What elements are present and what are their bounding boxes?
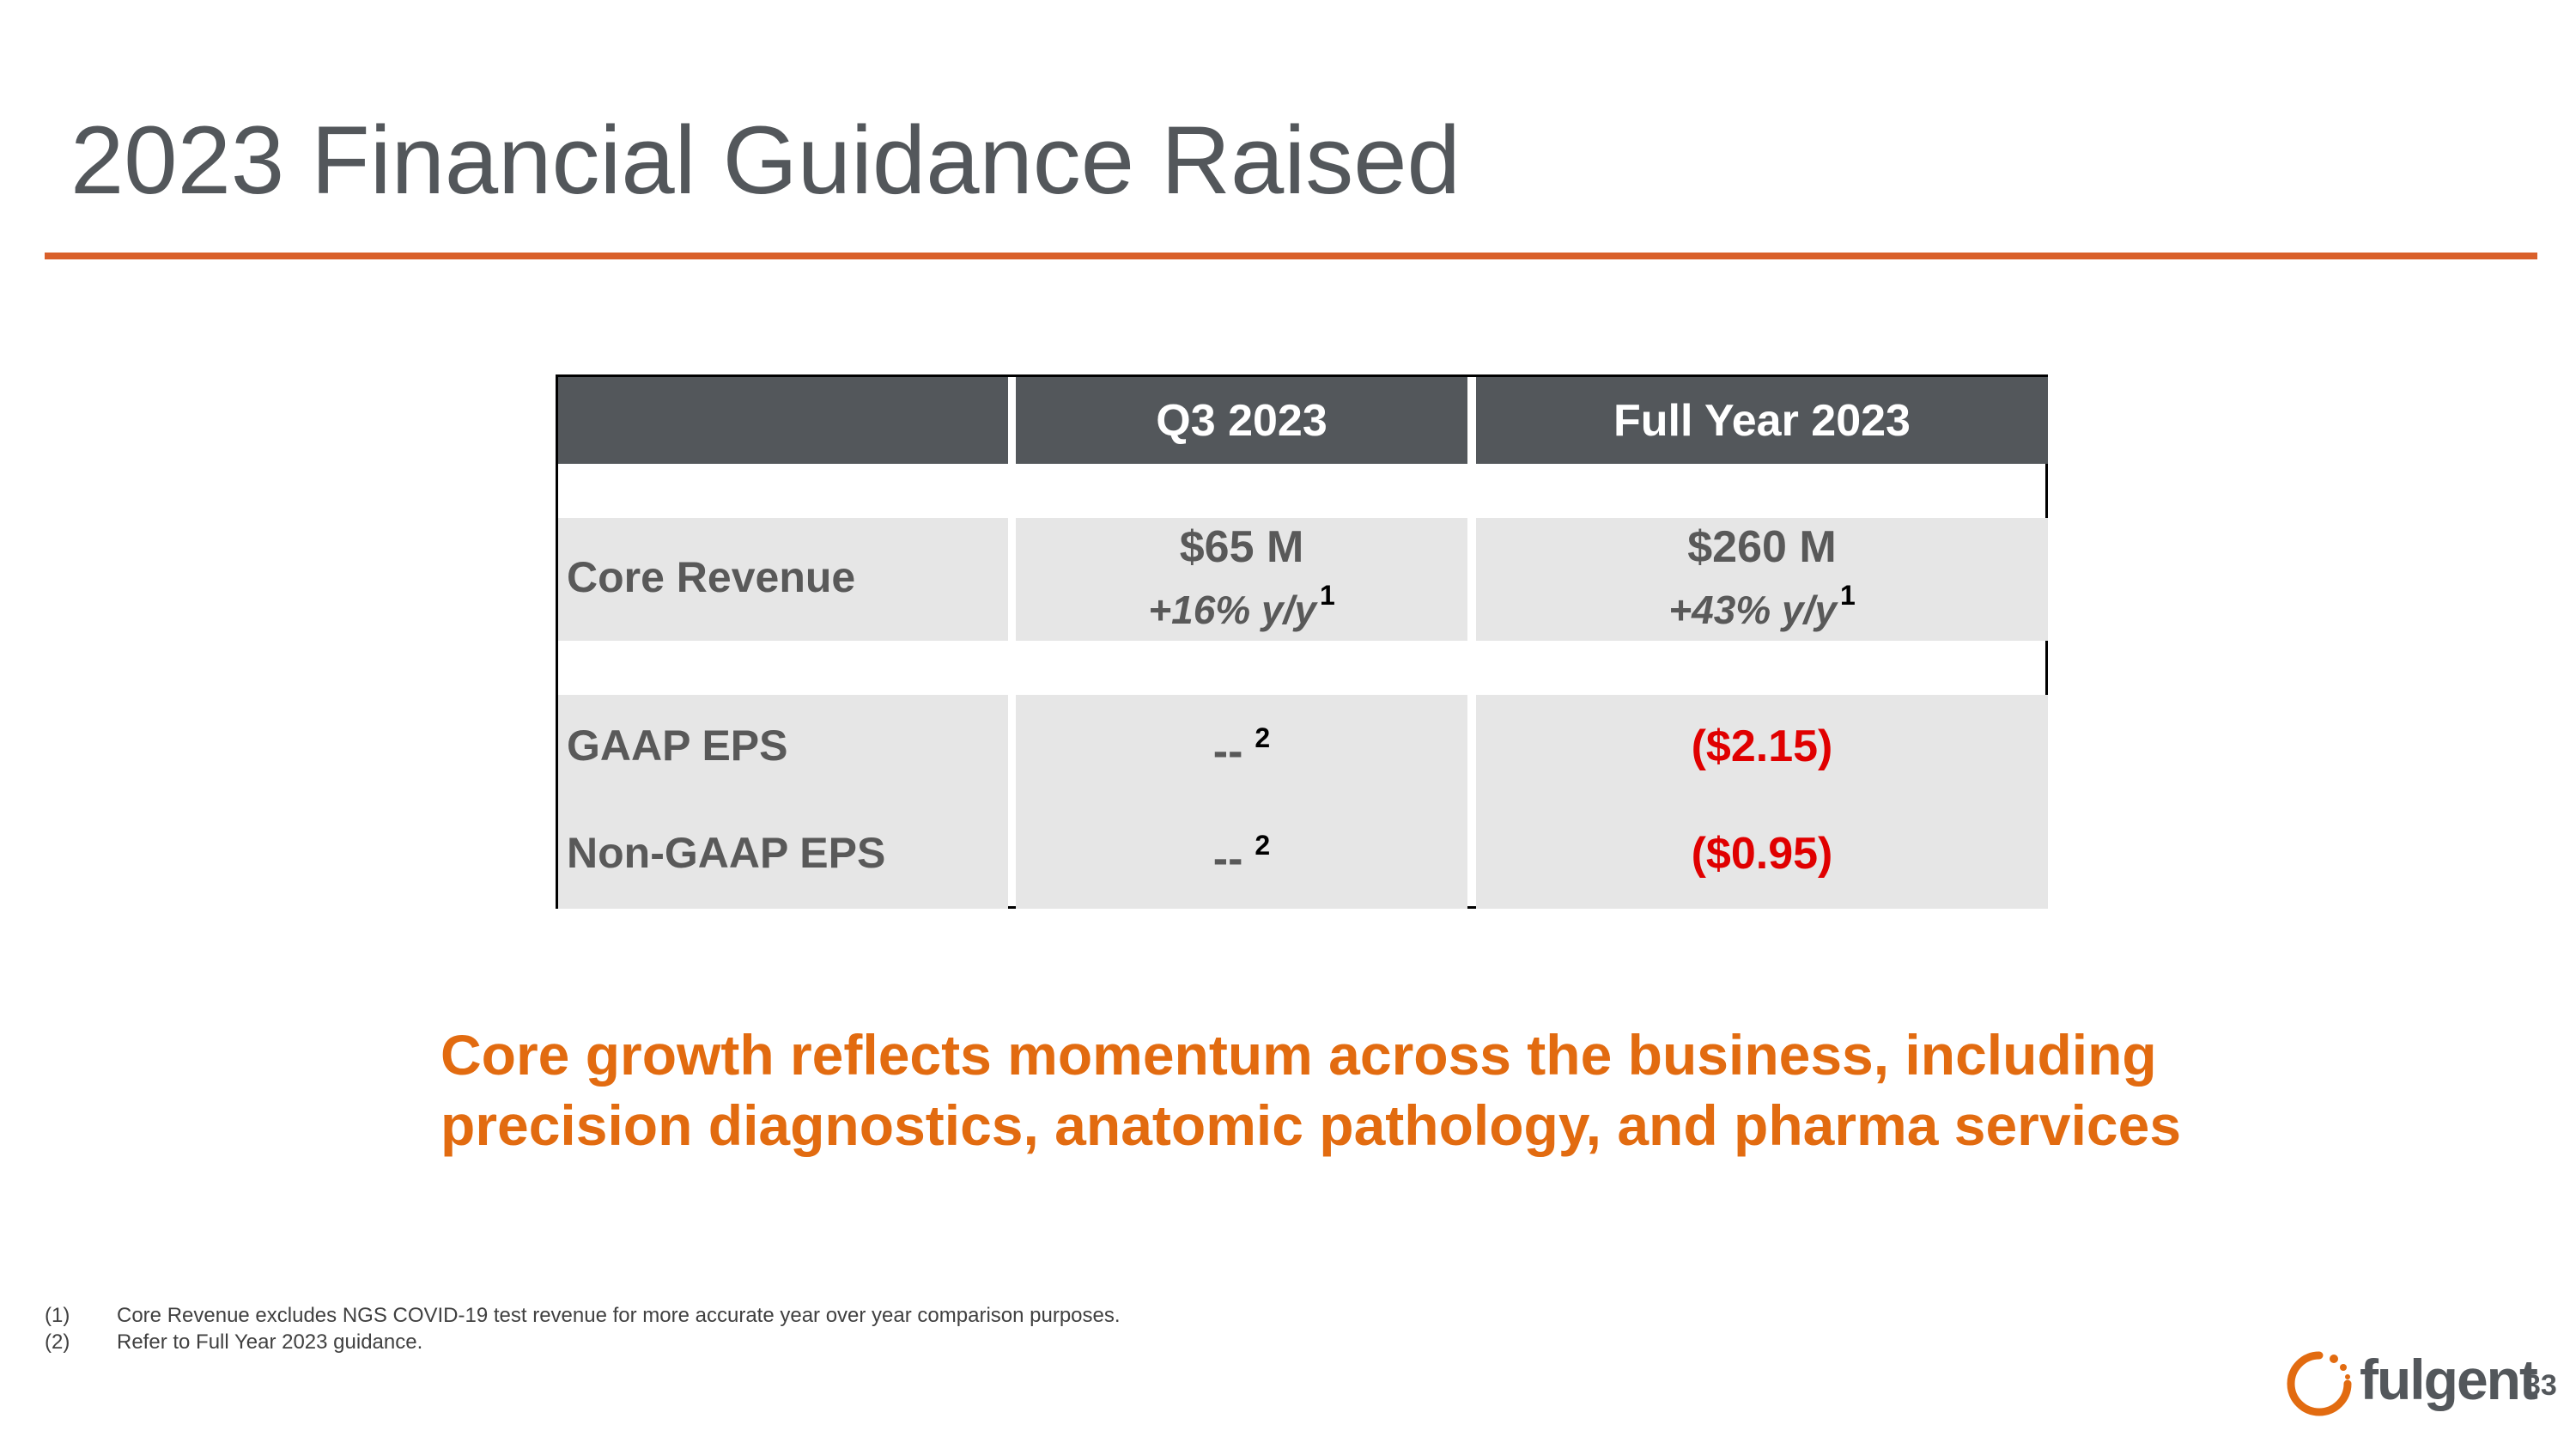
guidance-table: Q3 2023 Full Year 2023 Core Revenue $65 … xyxy=(556,374,2048,909)
value-cell: $260 M +43% y/y 1 xyxy=(1476,518,2048,641)
logo-text: fulgent xyxy=(2360,1348,2538,1411)
callout-line: precision diagnostics, anatomic patholog… xyxy=(440,1093,2182,1157)
value-cell: $65 M +16% y/y 1 xyxy=(1016,518,1467,641)
row-label: Core Revenue xyxy=(567,553,856,601)
growth: +43% y/y xyxy=(1668,588,1837,632)
footnote-text: Core Revenue excludes NGS COVID-19 test … xyxy=(117,1304,1121,1327)
column-header: Q3 2023 xyxy=(1016,377,1467,464)
footnote-ref: 2 xyxy=(1255,722,1271,753)
page-number: 33 xyxy=(2524,1369,2557,1402)
value-line: -- 2 xyxy=(1016,830,1467,885)
footnote-ref: 1 xyxy=(1839,580,1856,611)
row-label: Non-GAAP EPS xyxy=(567,829,886,877)
value: $260 M xyxy=(1687,522,1837,572)
footnote-text: Refer to Full Year 2023 guidance. xyxy=(117,1330,423,1354)
header-blank xyxy=(558,377,1008,464)
footnote-ref: 2 xyxy=(1255,830,1271,861)
growth: +16% y/y xyxy=(1148,588,1316,632)
footnote-marker: (1) xyxy=(45,1304,70,1327)
row-label-cell: GAAP EPS Non-GAAP EPS xyxy=(558,695,1008,909)
footnote-ref: 1 xyxy=(1319,580,1335,611)
column-header: Full Year 2023 xyxy=(1476,377,2048,464)
logo-mark xyxy=(2287,1351,2352,1416)
growth-line: +16% y/y 1 xyxy=(1016,580,1467,633)
value: $65 M xyxy=(1179,522,1304,572)
value: -- xyxy=(1212,834,1243,884)
value: ($0.95) xyxy=(1691,829,1833,879)
slide-title: 2023 Financial Guidance Raised xyxy=(70,107,1461,214)
value: ($2.15) xyxy=(1691,721,1833,771)
callout-line: Core growth reflects momentum across the… xyxy=(440,1023,2157,1087)
value-line: -- 2 xyxy=(1016,722,1467,777)
row-label: GAAP EPS xyxy=(567,721,788,770)
growth-line: +43% y/y 1 xyxy=(1476,580,2048,633)
value-cell: -- 2 -- 2 xyxy=(1016,695,1467,909)
footnote-marker: (2) xyxy=(45,1330,70,1354)
row-label-cell: Core Revenue xyxy=(558,518,1008,641)
title-rule xyxy=(45,253,2537,259)
value-cell: ($2.15) ($0.95) xyxy=(1476,695,2048,909)
value: -- xyxy=(1212,727,1243,776)
